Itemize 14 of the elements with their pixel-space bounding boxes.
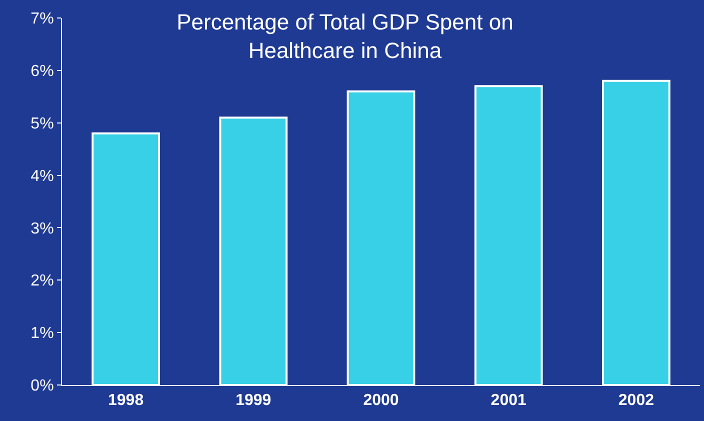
- y-tick-label: 1%: [30, 325, 54, 342]
- x-tick-label: 2000: [363, 392, 399, 410]
- y-tick-label: 0%: [30, 378, 54, 395]
- x-tick-label: 2002: [618, 392, 654, 410]
- x-tick-label: 1998: [108, 392, 144, 410]
- y-tick-label: 2%: [30, 272, 54, 290]
- y-tick-label: 6%: [30, 63, 54, 80]
- y-tick-label: 5%: [30, 115, 54, 132]
- y-tick-label: 7%: [30, 10, 54, 28]
- y-tick-label: 4%: [30, 168, 54, 185]
- y-tick-label: 3%: [30, 220, 54, 238]
- x-tick-label: 1999: [236, 392, 272, 410]
- chart-title: Percentage of Total GDP Spent on Healthcare in China: [176, 9, 514, 64]
- x-tick-label: 2001: [490, 392, 526, 410]
